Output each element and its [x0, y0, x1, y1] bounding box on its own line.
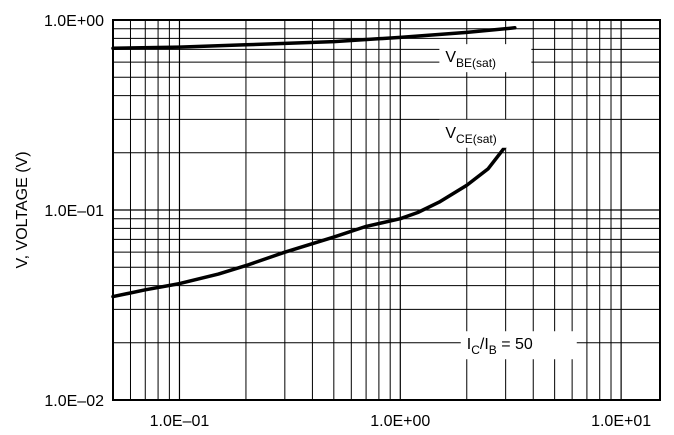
x-tick-label: 1.0E–01: [150, 413, 210, 430]
annotations: IC/IB = 50: [461, 331, 577, 359]
x-tick-labels: 1.0E–01 1.0E+00 1.0E+01: [150, 413, 652, 430]
y-tick-label: 1.0E–01: [44, 203, 104, 220]
y-tick-label: 1.0E–02: [44, 393, 104, 410]
x-tick-label: 1.0E+01: [591, 413, 651, 430]
x-tick-label: 1.0E+00: [370, 413, 430, 430]
series-line: [113, 134, 515, 296]
grid-lines: [113, 20, 660, 400]
y-tick-labels: 1.0E–02 1.0E–01 1.0E+00: [44, 13, 104, 410]
y-axis-label: V, VOLTAGE (V): [14, 151, 31, 268]
y-tick-label: 1.0E+00: [44, 13, 104, 30]
